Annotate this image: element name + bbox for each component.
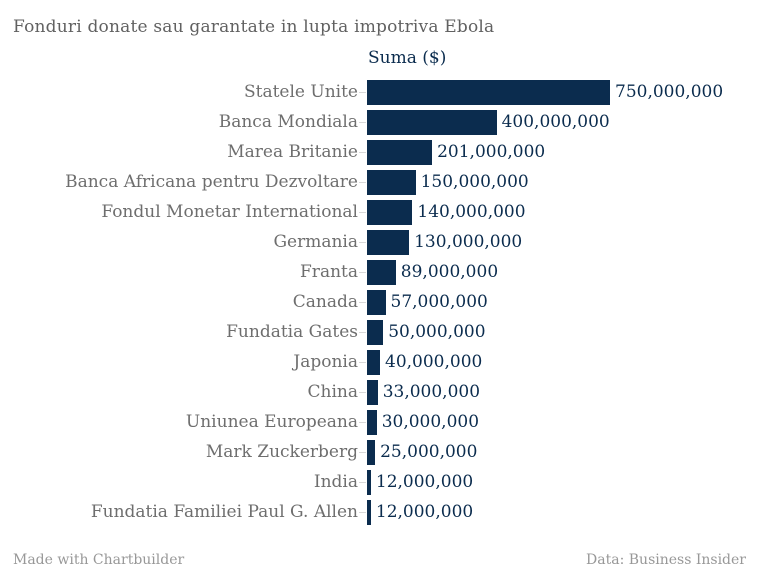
bar xyxy=(367,109,497,135)
axis-tick xyxy=(359,481,366,483)
bar xyxy=(367,469,371,495)
value-label: 89,000,000 xyxy=(400,262,499,282)
bar-row: China 33,000,000 xyxy=(0,377,760,407)
bar xyxy=(367,79,610,105)
value-label: 201,000,000 xyxy=(437,142,546,162)
axis-tick xyxy=(359,391,366,393)
value-label: 33,000,000 xyxy=(382,382,481,402)
bar-row: Uniunea Europeana 30,000,000 xyxy=(0,407,760,437)
value-label: 12,000,000 xyxy=(375,472,474,492)
axis-tick xyxy=(359,511,366,513)
value-label: 25,000,000 xyxy=(380,442,478,462)
value-label: 150,000,000 xyxy=(420,172,529,192)
value-label: 30,000,000 xyxy=(381,412,480,432)
bar xyxy=(367,139,433,165)
axis-tick xyxy=(359,301,366,303)
bar xyxy=(367,319,384,345)
axis-tick xyxy=(359,361,366,363)
category-label: Fondul Monetar International xyxy=(101,202,358,222)
bar xyxy=(367,349,380,375)
bar xyxy=(367,409,377,435)
axis-tick xyxy=(359,211,366,213)
bar xyxy=(367,169,416,195)
chart-footer: Made with Chartbuilder Data: Business In… xyxy=(13,552,746,568)
bar-row: Germania 130,000,000 xyxy=(0,227,760,257)
value-label: 400,000,000 xyxy=(501,112,610,132)
bar xyxy=(367,199,413,225)
axis-tick xyxy=(359,241,366,243)
chart-title: Fonduri donate sau garantate in lupta im… xyxy=(13,17,495,37)
category-label: Uniunea Europeana xyxy=(185,412,358,432)
category-label: Banca Africana pentru Dezvoltare xyxy=(65,172,358,192)
category-label: Fundatia Gates xyxy=(226,322,358,342)
bar-row: Fundatia Familiei Paul G. Allen 12,000,00… xyxy=(0,497,760,527)
source-text: Data: Business Insider xyxy=(586,552,746,568)
category-label: Banca Mondiala xyxy=(218,112,358,132)
category-label: China xyxy=(307,382,358,402)
bar-row: Fondul Monetar International 140,000,000 xyxy=(0,197,760,227)
value-label: 40,000,000 xyxy=(385,352,483,372)
category-label: Marea Britanie xyxy=(227,142,358,162)
axis-tick xyxy=(359,451,366,453)
axis-tick xyxy=(359,331,366,333)
bar-row: Banca Mondiala 400,000,000 xyxy=(0,107,760,137)
axis-tick xyxy=(359,151,366,153)
bar-row: India 12,000,000 xyxy=(0,467,760,497)
bar xyxy=(367,379,378,405)
bar-rows: Statele Unite 750,000,000 Banca Mondiala 40… xyxy=(0,77,760,527)
category-label: Japonia xyxy=(293,352,358,372)
category-label: Statele Unite xyxy=(243,82,358,102)
bar-row: Japonia 40,000,000 xyxy=(0,347,760,377)
bar xyxy=(367,289,386,315)
category-label: India xyxy=(313,472,358,492)
value-label: 140,000,000 xyxy=(417,202,526,222)
axis-tick xyxy=(359,421,366,423)
bar xyxy=(367,229,410,255)
credit-text: Made with Chartbuilder xyxy=(13,552,185,568)
bar xyxy=(367,439,376,465)
bar-row: Statele Unite 750,000,000 xyxy=(0,77,760,107)
value-label: 57,000,000 xyxy=(390,292,488,312)
value-label: 50,000,000 xyxy=(388,322,486,342)
bar-row: Banca Africana pentru Dezvoltare 150,000,… xyxy=(0,167,760,197)
bar xyxy=(367,259,396,285)
bar-row: Franta 89,000,000 xyxy=(0,257,760,287)
value-label: 130,000,000 xyxy=(414,232,523,252)
series-label: Suma ($) xyxy=(368,48,447,68)
bar-row: Mark Zuckerberg 25,000,000 xyxy=(0,437,760,467)
bar xyxy=(367,499,371,525)
axis-tick xyxy=(359,91,366,93)
axis-tick xyxy=(359,271,366,273)
category-label: Fundatia Familiei Paul G. Allen xyxy=(90,502,358,522)
category-label: Canada xyxy=(292,292,358,312)
axis-tick xyxy=(359,121,366,123)
value-label: 750,000,000 xyxy=(615,82,724,102)
bar-row: Fundatia Gates 50,000,000 xyxy=(0,317,760,347)
axis-tick xyxy=(359,181,366,183)
bar-row: Canada 57,000,000 xyxy=(0,287,760,317)
category-label: Mark Zuckerberg xyxy=(205,442,358,462)
category-label: Germania xyxy=(273,232,358,252)
value-label: 12,000,000 xyxy=(375,502,474,522)
category-label: Franta xyxy=(300,262,358,282)
bar-row: Marea Britanie 201,000,000 xyxy=(0,137,760,167)
